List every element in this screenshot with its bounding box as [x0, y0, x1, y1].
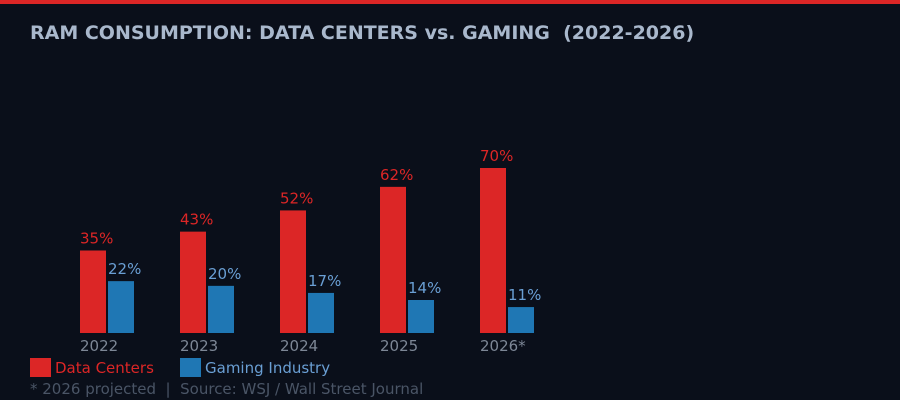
- bar-gaming: [408, 300, 434, 333]
- top-accent-bar: [0, 0, 900, 4]
- x-tick-label: 2025: [380, 337, 418, 355]
- bar-gaming: [508, 307, 534, 333]
- chart-title: RAM CONSUMPTION: DATA CENTERS vs. GAMING…: [30, 22, 695, 44]
- data-label: 70%: [480, 147, 513, 165]
- legend-label-gaming: Gaming Industry: [205, 358, 331, 377]
- data-label: 43%: [180, 211, 213, 229]
- footnote: * 2026 projected | Source: WSJ / Wall St…: [30, 380, 424, 398]
- legend-label-data-centers: Data Centers: [55, 358, 154, 377]
- bar-gaming: [308, 292, 334, 333]
- data-label: 22%: [108, 260, 141, 278]
- bar-data-centers: [280, 210, 306, 333]
- legend-swatch-data-centers: [30, 358, 51, 377]
- data-label: 52%: [280, 189, 313, 207]
- bar-data-centers: [380, 186, 406, 333]
- bar-data-centers: [180, 231, 206, 333]
- bar-gaming: [108, 281, 134, 333]
- x-tick-label: 2023: [180, 337, 218, 355]
- bar-data-centers: [480, 168, 506, 333]
- data-label: 14%: [408, 279, 441, 297]
- x-tick-label: 2022: [80, 337, 118, 355]
- bar-gaming: [208, 285, 234, 333]
- data-label: 62%: [380, 166, 413, 184]
- legend-item-data-centers: Data Centers: [30, 358, 154, 377]
- bar-data-centers: [80, 250, 106, 333]
- x-tick-label: 2024: [280, 337, 318, 355]
- legend-item-gaming: Gaming Industry: [180, 358, 330, 377]
- legend-swatch-gaming: [180, 358, 201, 377]
- x-tick-label: 2026*: [480, 337, 526, 355]
- data-label: 11%: [508, 286, 541, 304]
- data-label: 35%: [80, 230, 113, 248]
- data-label: 17%: [308, 272, 341, 290]
- data-label: 20%: [208, 265, 241, 283]
